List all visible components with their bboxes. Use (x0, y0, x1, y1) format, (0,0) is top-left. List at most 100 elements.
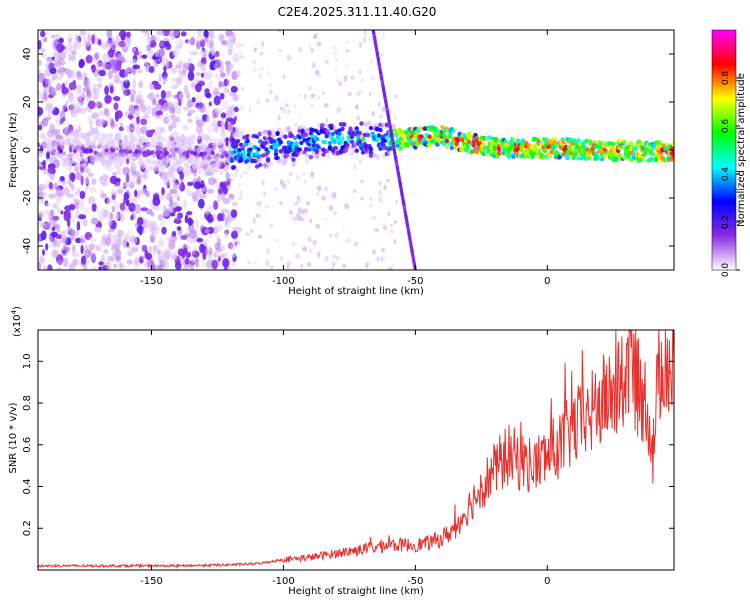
spectrogram-cell (229, 156, 234, 162)
spectrogram-cell (354, 148, 359, 153)
spectrogram-cell (76, 188, 81, 194)
spectrogram-cell (107, 154, 113, 160)
spectrogram-cell (140, 160, 146, 165)
spectrogram-cell (38, 69, 41, 76)
spectrogram-cell (88, 90, 93, 96)
spectrogram-cell (332, 138, 337, 144)
spectrogram-cell (302, 246, 307, 252)
spectrogram-cell (96, 82, 103, 89)
spectrogram-cell (42, 85, 51, 93)
spectrogram-cell (614, 156, 619, 161)
spectrogram-cell (587, 155, 592, 161)
spectrogram-cell (193, 165, 198, 170)
spectrogram-cell (147, 223, 154, 232)
spectrogram-cell (177, 161, 182, 166)
spectrogram-cell (324, 59, 329, 65)
spectrogram-cell (671, 150, 674, 155)
spectrogram-cell (377, 180, 383, 186)
spectrogram-cell (38, 89, 41, 99)
spectrogram-cell (133, 50, 140, 56)
spectrogram-cell (98, 261, 104, 266)
spectrogram-cell (71, 172, 75, 183)
spectrogram-cell (393, 220, 398, 224)
spectrogram-cell (218, 81, 226, 88)
spectrogram-cell (162, 75, 167, 85)
spectrogram-cell (92, 83, 97, 93)
spectrogram-cell (163, 260, 170, 270)
spectrogram-cell (220, 154, 225, 159)
spectrogram-cell (268, 89, 273, 95)
spectrogram-cell (622, 139, 627, 145)
spectrogram-cell (389, 229, 395, 234)
spectrogram-cell (336, 106, 342, 114)
spectrogram-cell (183, 106, 189, 111)
spectrogram-cell (163, 147, 168, 152)
spectrogram-cell (237, 135, 242, 140)
spectrogram-cell (54, 33, 60, 39)
spectrogram-cell (201, 136, 206, 141)
spectrogram-y-ticks: -40 -20 0 20 40 (22, 48, 674, 254)
spectrogram-cell (131, 155, 136, 161)
spectrogram-cell (318, 147, 323, 152)
spectrogram-cell (43, 91, 48, 101)
spectrogram-cell (242, 170, 248, 175)
spectrogram-cell (204, 228, 210, 234)
spectrogram-cell (185, 164, 190, 169)
spectrogram-cell (440, 124, 445, 130)
spectrogram-cell (353, 163, 356, 171)
spectrogram-cell (38, 39, 42, 50)
spectrogram-cell (214, 224, 223, 232)
spectrogram-cell (118, 40, 126, 48)
spectrogram-cell (53, 87, 60, 92)
spectrogram-cell (220, 117, 225, 126)
spectrogram-cell (307, 235, 312, 243)
spectrogram-cell (263, 191, 266, 197)
spectrogram-cell (106, 255, 114, 262)
spectrogram-cell (146, 44, 152, 52)
spectrogram-cell (134, 222, 139, 228)
spectrogram-cell (248, 105, 252, 113)
spectrogram-cell (165, 113, 169, 123)
spectrogram-cell (132, 164, 138, 169)
spectrogram-cell (246, 261, 251, 265)
spectrogram-cell (112, 199, 120, 209)
spectrogram-cell (641, 155, 646, 161)
spectrogram-cell (223, 88, 230, 94)
spectrogram-x-tick-label: -50 (407, 276, 423, 287)
spectrogram-cell (63, 131, 68, 136)
spectrogram-cell (212, 213, 217, 220)
spectrogram-cell (45, 78, 52, 86)
spectrogram-cell (63, 186, 70, 196)
spectrogram-cell (67, 41, 73, 52)
spectrogram-cell (83, 263, 88, 270)
spectrogram-cell (230, 38, 236, 43)
spectrogram-cell (140, 187, 148, 194)
spectrogram-cell (126, 259, 133, 265)
spectrogram-cell (296, 216, 301, 222)
spectrogram-cell (334, 51, 338, 56)
spectrogram-cell (111, 194, 116, 201)
spectrogram-cell (159, 166, 165, 171)
spectrogram-cell (500, 142, 505, 147)
spectrogram-cell (191, 140, 196, 145)
spectrogram-cell (187, 99, 193, 108)
spectrogram-cell (239, 189, 244, 197)
spectrogram-cell (169, 212, 176, 217)
spectrogram-cell (359, 121, 364, 126)
spectrogram-cell (231, 165, 236, 171)
spectrogram-cell (296, 174, 300, 181)
spectrogram-cell (76, 220, 81, 231)
spectrogram-cell (189, 37, 195, 46)
spectrogram-cell (342, 222, 345, 229)
spectrogram-cell (178, 165, 184, 171)
spectrogram-cell (360, 179, 364, 184)
spectrogram-cell (204, 88, 210, 93)
spectrogram-cell (40, 191, 46, 199)
spectrogram-cell (79, 30, 86, 37)
spectrogram-cell (106, 197, 112, 207)
spectrogram-cell (58, 37, 64, 44)
spectrogram-cell (184, 257, 190, 265)
spectrogram-cell (38, 106, 44, 116)
spectrogram-cell (168, 124, 173, 132)
spectrogram-cell (365, 120, 371, 126)
